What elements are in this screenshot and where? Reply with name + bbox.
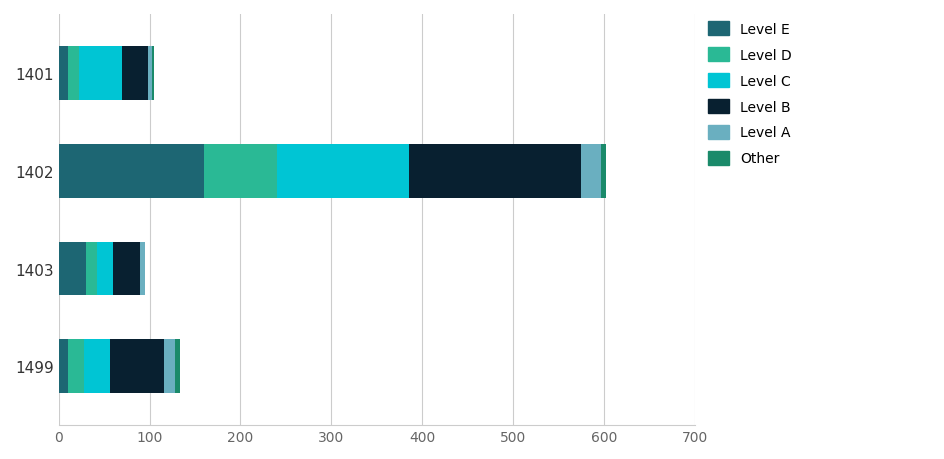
- Bar: [68, 47, 78, 101]
- Bar: [152, 47, 154, 101]
- Bar: [110, 340, 164, 393]
- Bar: [581, 145, 600, 198]
- Bar: [59, 242, 86, 296]
- Bar: [86, 242, 96, 296]
- Bar: [59, 145, 204, 198]
- Bar: [408, 145, 581, 198]
- Legend: Level E, Level D, Level C, Level B, Level A, Other: Level E, Level D, Level C, Level B, Leve…: [708, 22, 791, 166]
- Bar: [277, 145, 408, 198]
- Bar: [175, 340, 179, 393]
- Bar: [122, 47, 147, 101]
- Bar: [600, 145, 605, 198]
- Bar: [96, 242, 113, 296]
- Bar: [147, 47, 152, 101]
- Bar: [78, 47, 122, 101]
- Bar: [59, 47, 68, 101]
- Bar: [84, 340, 110, 393]
- Bar: [141, 242, 144, 296]
- Bar: [68, 340, 84, 393]
- Bar: [204, 145, 277, 198]
- Bar: [164, 340, 175, 393]
- Bar: [59, 340, 68, 393]
- Bar: [113, 242, 141, 296]
